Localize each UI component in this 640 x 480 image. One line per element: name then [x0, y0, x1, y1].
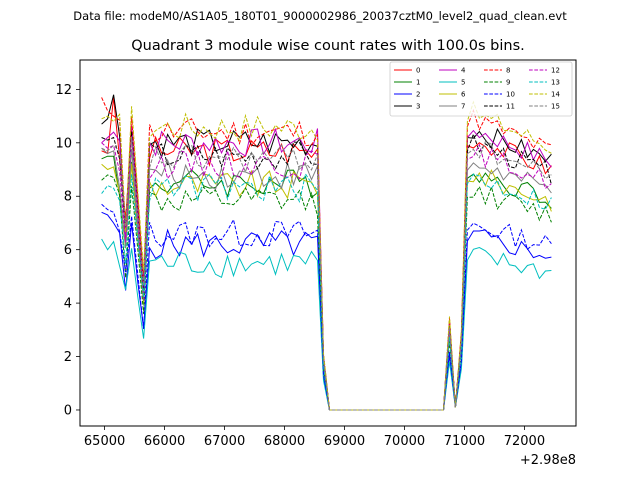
y-tick-label: 2 [64, 350, 72, 365]
y-tick-label: 8 [64, 190, 72, 205]
y-tick-label: 6 [64, 243, 72, 258]
axes-frame [79, 59, 577, 427]
legend-label-3: 3 [416, 103, 420, 111]
legend-label-15: 15 [551, 103, 560, 111]
x-tick-label: 65000 [84, 434, 125, 449]
y-tick-label: 4 [64, 297, 72, 312]
chart-title: Quadrant 3 module wise count rates with … [131, 38, 525, 54]
series-line-10 [101, 203, 552, 411]
x-tick-label: 72000 [504, 434, 545, 449]
legend-label-10: 10 [506, 91, 515, 99]
x-tick-label: 68000 [264, 434, 305, 449]
legend-label-13: 13 [551, 79, 560, 87]
x-tick-label: 67000 [204, 434, 245, 449]
legend-label-9: 9 [506, 79, 510, 87]
legend-label-11: 11 [506, 103, 515, 111]
legend-label-6: 6 [461, 91, 466, 99]
suptitle: Data file: modeM0/AS1A05_180T01_90000029… [73, 9, 567, 23]
y-tick-label: 12 [55, 83, 72, 98]
x-tick-label: 69000 [324, 434, 365, 449]
axes: 65000 66000 67000 68000 69000 70000 71000 72000… [55, 59, 577, 468]
x-tick-label: 66000 [144, 434, 185, 449]
legend-label-14: 14 [551, 91, 560, 99]
y-tick-label: 10 [55, 136, 72, 151]
legend-box [389, 61, 573, 117]
series-line-9 [101, 174, 552, 411]
legend-label-8: 8 [506, 67, 510, 75]
legend-label-5: 5 [461, 79, 465, 87]
x-tick-label: 71000 [444, 434, 485, 449]
x-offset-label: +2.98e8 [520, 453, 576, 468]
legend-label-4: 4 [461, 67, 466, 75]
legend-label-7: 7 [461, 103, 465, 111]
legend-label-0: 0 [416, 67, 420, 75]
series-line-15 [101, 136, 552, 411]
legend-label-2: 2 [416, 91, 420, 99]
x-tick-label: 70000 [384, 434, 425, 449]
y-tick-label: 0 [64, 403, 72, 418]
legend-label-1: 1 [416, 79, 420, 87]
plot-area [101, 94, 552, 411]
legend-label-12: 12 [551, 67, 560, 75]
